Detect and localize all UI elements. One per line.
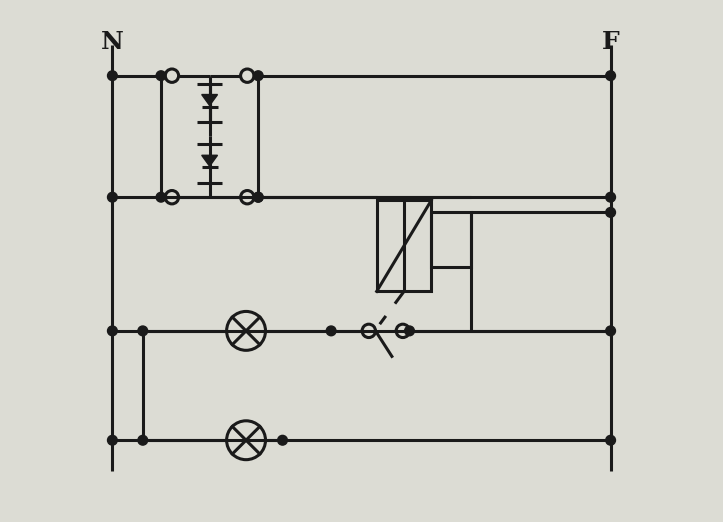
- Circle shape: [108, 326, 117, 336]
- Circle shape: [253, 192, 263, 202]
- Circle shape: [606, 326, 615, 336]
- Circle shape: [606, 192, 615, 202]
- Circle shape: [606, 208, 615, 217]
- Polygon shape: [202, 155, 218, 166]
- Circle shape: [278, 435, 287, 445]
- Circle shape: [253, 71, 263, 80]
- Circle shape: [156, 71, 166, 80]
- Bar: [377, 200, 432, 291]
- Circle shape: [253, 192, 263, 202]
- Circle shape: [138, 435, 147, 445]
- Text: N: N: [101, 30, 124, 54]
- Circle shape: [138, 326, 147, 336]
- Circle shape: [156, 192, 166, 202]
- Circle shape: [606, 71, 615, 80]
- Circle shape: [326, 326, 336, 336]
- Circle shape: [108, 192, 117, 202]
- Polygon shape: [202, 94, 218, 105]
- Bar: [432, 212, 471, 267]
- Text: F: F: [602, 30, 620, 54]
- Circle shape: [405, 326, 414, 336]
- Circle shape: [108, 71, 117, 80]
- Circle shape: [606, 435, 615, 445]
- Circle shape: [108, 435, 117, 445]
